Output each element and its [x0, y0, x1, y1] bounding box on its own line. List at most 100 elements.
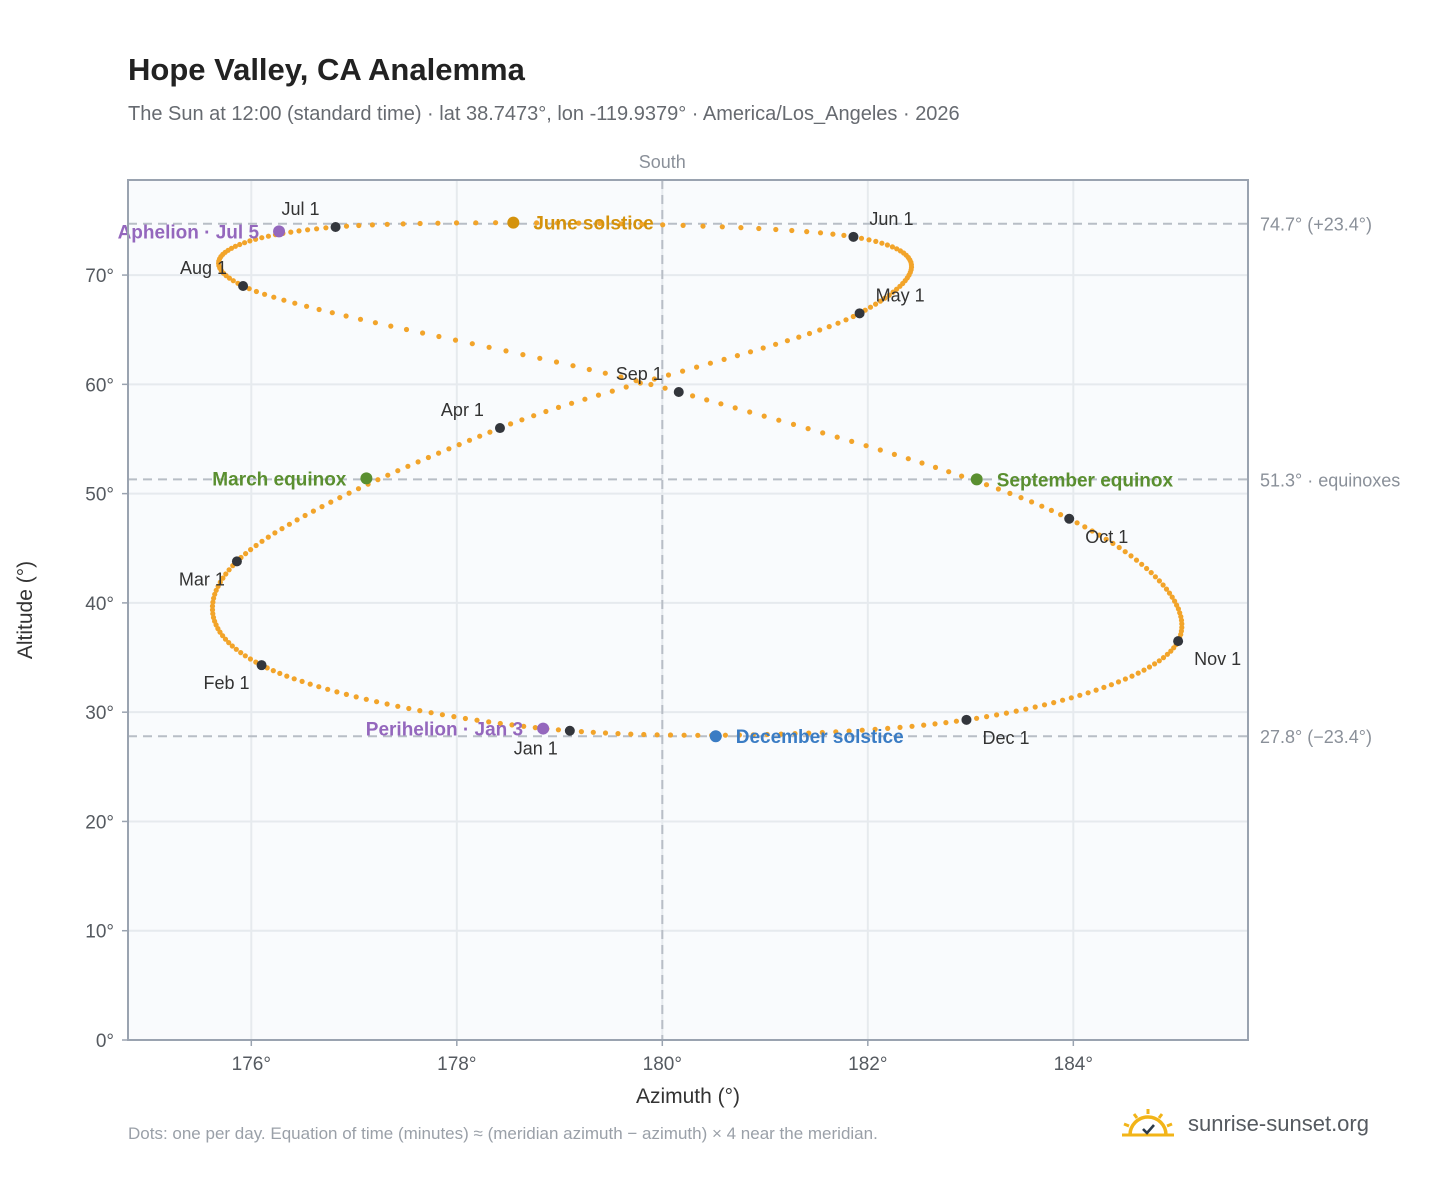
x-tick-label: 184° — [1054, 1054, 1093, 1075]
daily-sun-dot — [764, 731, 770, 738]
daily-sun-dot — [806, 330, 813, 337]
daily-sun-dot — [894, 246, 900, 252]
daily-sun-dot — [974, 715, 980, 721]
daily-sun-dot — [384, 701, 390, 707]
brand-logo[interactable]: sunrise-sunset.org — [1120, 1102, 1369, 1146]
daily-sun-dot — [555, 727, 562, 733]
daily-sun-dot — [503, 348, 509, 354]
daily-sun-dot — [521, 723, 527, 729]
daily-sun-dot — [215, 583, 221, 589]
daily-sun-dot — [850, 313, 856, 320]
daily-sun-dot — [1089, 528, 1095, 534]
daily-sun-dot — [497, 720, 503, 727]
daily-sun-dot — [262, 291, 268, 297]
daily-sun-dot — [265, 534, 271, 540]
daily-sun-dot — [217, 579, 223, 585]
month-marker-label: Apr 1 — [441, 400, 484, 420]
y-tick-label: 20° — [85, 812, 114, 833]
month-marker-label: Oct 1 — [1085, 527, 1128, 547]
daily-sun-dot — [420, 330, 426, 336]
daily-sun-dot — [466, 437, 473, 443]
daily-sun-dot — [242, 653, 248, 659]
daily-sun-dot — [1007, 490, 1013, 496]
month-marker-label: Jul 1 — [282, 199, 320, 219]
daily-sun-dot — [307, 681, 313, 687]
month-marker-dot — [494, 423, 505, 434]
daily-sun-dot — [932, 464, 939, 470]
daily-sun-dot — [288, 229, 294, 235]
daily-sun-dot — [451, 714, 457, 720]
daily-sun-dot — [841, 232, 847, 238]
y-tick-label: 70° — [85, 266, 114, 287]
daily-sun-dot — [946, 469, 952, 475]
daily-sun-dot — [388, 323, 394, 329]
daily-sun-dot — [1093, 687, 1099, 693]
event-marker-dot — [970, 473, 983, 486]
plot-frame — [127, 179, 1249, 1041]
daily-sun-dot — [1160, 582, 1166, 588]
daily-sun-dot — [1152, 661, 1158, 667]
daily-sun-dot — [994, 712, 1000, 718]
daily-sun-dot — [553, 359, 560, 365]
x-axis-label: Azimuth (°) — [636, 1085, 740, 1108]
daily-sun-dot — [1013, 708, 1019, 714]
daily-sun-dot — [885, 725, 891, 732]
month-marker-label: May 1 — [876, 285, 925, 305]
daily-sun-dot — [858, 235, 865, 241]
daily-sun-dot — [830, 231, 836, 237]
daily-sun-dot — [784, 338, 791, 344]
daily-sun-dot — [271, 294, 277, 300]
month-marker-dot — [564, 725, 575, 736]
y-axis-label: Altitude (°) — [14, 561, 37, 659]
daily-sun-dot — [736, 732, 743, 738]
daily-sun-dot — [242, 240, 248, 246]
daily-sun-dot — [477, 433, 483, 439]
event-label: Aphelion · Jul 5 — [118, 222, 260, 243]
daily-sun-dot — [1058, 511, 1064, 518]
daily-sun-dot — [209, 607, 216, 613]
daily-sun-dot — [314, 226, 320, 232]
daily-sun-dot — [299, 678, 305, 685]
daily-sun-dot — [889, 244, 896, 250]
daily-sun-dot — [305, 227, 311, 233]
daily-sun-dot — [995, 486, 1002, 492]
daily-sun-dot — [1139, 561, 1145, 567]
daily-sun-dot — [531, 413, 537, 419]
daily-sun-dot — [372, 320, 378, 326]
daily-sun-dot — [272, 530, 278, 536]
daily-sun-dot — [232, 243, 238, 249]
daily-sun-dot — [953, 718, 960, 724]
daily-sun-dot — [435, 220, 441, 226]
daily-sun-dot — [833, 729, 839, 735]
daily-sun-dot — [983, 482, 990, 488]
month-marker-label: Jun 1 — [869, 209, 913, 229]
daily-sun-dot — [1074, 520, 1080, 526]
daily-sun-dot — [400, 221, 406, 227]
daily-sun-dot — [718, 401, 724, 407]
daily-sun-dot — [773, 226, 779, 233]
daily-sun-dot — [909, 723, 915, 729]
daily-sun-dot — [806, 730, 812, 736]
daily-sun-dot — [486, 344, 492, 350]
daily-sun-dot — [238, 650, 244, 656]
daily-sun-dot — [355, 486, 362, 492]
meridian-label: South — [639, 152, 686, 172]
daily-sun-dot — [1029, 499, 1035, 505]
daily-sun-dot — [849, 438, 855, 444]
daily-sun-dot — [1168, 648, 1174, 654]
daily-sun-dot — [405, 463, 411, 469]
daily-sun-dot — [220, 633, 226, 639]
daily-sun-dot — [1068, 695, 1074, 701]
event-marker-dot — [360, 472, 373, 485]
daily-sun-dot — [872, 726, 878, 732]
daily-sun-dot — [641, 731, 647, 738]
daily-sun-dot — [555, 220, 561, 226]
daily-sun-dot — [639, 221, 645, 227]
event-label: December solstice — [736, 727, 904, 748]
daily-sun-dot — [879, 240, 885, 246]
daily-sun-dot — [403, 326, 410, 333]
daily-sun-dot — [1110, 540, 1116, 547]
daily-sun-dot — [493, 220, 499, 226]
daily-sun-dot — [222, 636, 229, 642]
daily-sun-dot — [633, 378, 639, 384]
